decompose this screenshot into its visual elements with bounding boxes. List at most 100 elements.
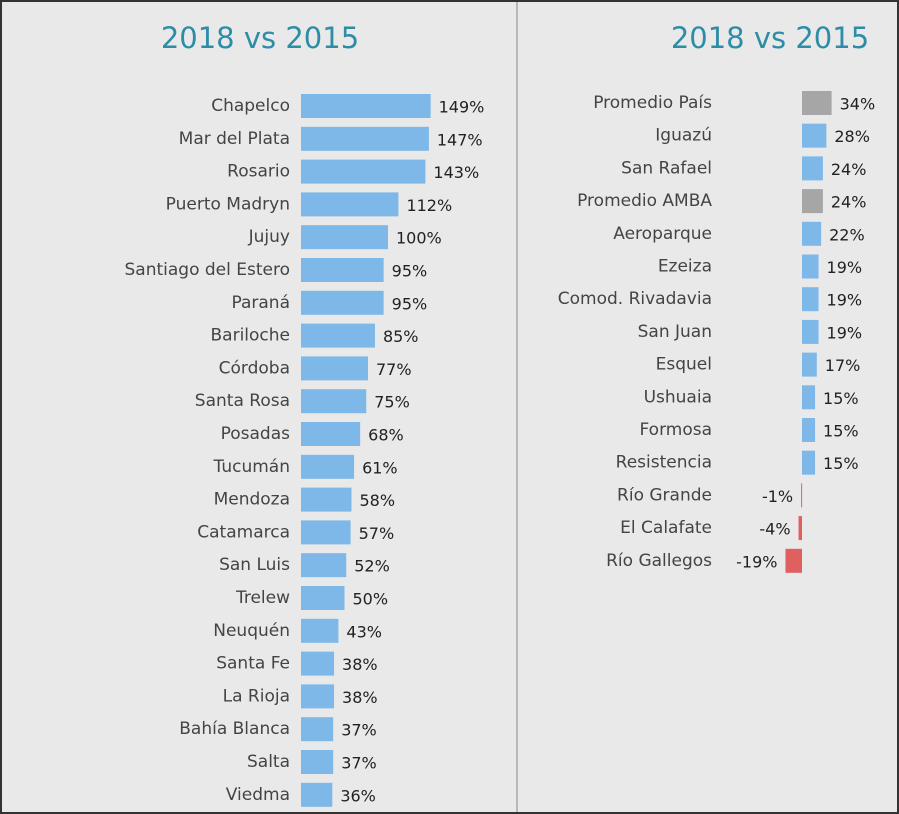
- value-label: 75%: [374, 393, 410, 412]
- category-label: Neuquén: [213, 621, 290, 641]
- bar: [802, 319, 819, 344]
- bar: [301, 94, 431, 118]
- bar: [802, 189, 823, 214]
- value-label: 17%: [825, 356, 861, 375]
- bar: [301, 553, 347, 578]
- category-label: Promedio País: [593, 93, 712, 113]
- category-label: Mar del Plata: [179, 129, 290, 149]
- category-label: Río Grande: [617, 485, 712, 505]
- value-label: 58%: [359, 491, 395, 510]
- bar: [301, 192, 399, 217]
- category-label: Santiago del Estero: [124, 260, 290, 280]
- value-label: 149%: [439, 98, 485, 117]
- category-label: Bariloche: [211, 326, 291, 346]
- chart-title: 2018 vs 2015: [671, 21, 869, 55]
- bar: [301, 159, 426, 184]
- value-label: 19%: [827, 258, 863, 277]
- value-label: -1%: [762, 487, 793, 506]
- value-label: 37%: [341, 754, 377, 773]
- category-label: Trelew: [235, 588, 290, 608]
- value-label: 77%: [376, 360, 412, 379]
- bar: [301, 717, 334, 742]
- value-label: 24%: [831, 193, 867, 212]
- bar: [798, 516, 802, 541]
- category-label: Puerto Madryn: [166, 194, 290, 214]
- value-label: 19%: [827, 291, 863, 310]
- category-label: Paraná: [231, 293, 290, 313]
- value-label: 57%: [359, 524, 395, 543]
- bar: [802, 91, 832, 115]
- category-label: Ushuaia: [644, 387, 712, 407]
- value-label: 37%: [341, 721, 377, 740]
- bar: [301, 290, 384, 315]
- value-label: 50%: [353, 590, 389, 609]
- value-label: 68%: [368, 426, 404, 445]
- bar: [301, 356, 368, 381]
- value-label: 52%: [354, 557, 390, 576]
- bar: [301, 422, 361, 446]
- category-label: Ezeiza: [658, 257, 712, 277]
- category-label: Posadas: [221, 424, 291, 444]
- category-label: Mendoza: [214, 490, 290, 510]
- bar: [301, 520, 351, 545]
- category-label: Salta: [247, 752, 290, 772]
- value-label: 15%: [823, 389, 859, 408]
- bar: [802, 287, 819, 312]
- value-label: 34%: [840, 95, 876, 114]
- category-label: Esquel: [656, 355, 712, 375]
- category-label: San Juan: [638, 322, 712, 342]
- bar: [301, 126, 429, 151]
- value-label: 24%: [831, 160, 867, 179]
- category-label: Jujuy: [248, 227, 290, 247]
- bar: [785, 548, 802, 573]
- category-label: San Rafael: [621, 158, 712, 178]
- category-label: Santa Fe: [216, 654, 290, 674]
- category-label: Formosa: [640, 420, 713, 440]
- category-label: Chapelco: [211, 96, 290, 116]
- category-label: San Luis: [219, 555, 290, 575]
- category-label: Río Gallegos: [606, 551, 712, 571]
- value-label: 15%: [823, 454, 859, 473]
- category-label: Viedma: [226, 785, 290, 805]
- bar: [802, 418, 816, 442]
- value-label: 147%: [437, 130, 483, 149]
- value-label: 85%: [383, 327, 419, 346]
- category-label: Aeroparque: [613, 224, 712, 244]
- category-label: Tucumán: [213, 457, 290, 477]
- bar: [301, 586, 345, 610]
- bar: [301, 389, 367, 414]
- value-label: 28%: [834, 127, 870, 146]
- category-label: Catamarca: [197, 522, 290, 542]
- bar: [802, 450, 816, 475]
- category-label: Comod. Rivadavia: [558, 289, 712, 309]
- bar: [802, 352, 817, 377]
- value-label: -4%: [759, 520, 790, 539]
- category-label: Córdoba: [219, 358, 290, 378]
- bar: [802, 385, 816, 410]
- category-label: Rosario: [227, 162, 290, 182]
- bar: [802, 254, 819, 279]
- bar: [301, 618, 339, 643]
- value-label: 15%: [823, 422, 859, 441]
- category-label: Santa Rosa: [195, 391, 290, 411]
- bar: [301, 454, 355, 479]
- value-label: 95%: [392, 294, 428, 313]
- category-label: La Rioja: [223, 686, 290, 706]
- category-label: Promedio AMBA: [577, 191, 712, 211]
- bar: [301, 258, 384, 282]
- value-label: 143%: [433, 163, 479, 182]
- value-label: 95%: [392, 262, 428, 281]
- value-label: 22%: [829, 225, 865, 244]
- value-label: 38%: [342, 655, 378, 674]
- bar: [301, 684, 335, 709]
- value-label: -19%: [736, 552, 777, 571]
- value-label: 100%: [396, 229, 442, 248]
- value-label: 36%: [340, 786, 376, 805]
- category-label: El Calafate: [620, 518, 712, 538]
- bar: [301, 323, 375, 348]
- chart-title: 2018 vs 2015: [161, 21, 359, 55]
- value-label: 38%: [342, 688, 378, 707]
- value-label: 61%: [362, 458, 398, 477]
